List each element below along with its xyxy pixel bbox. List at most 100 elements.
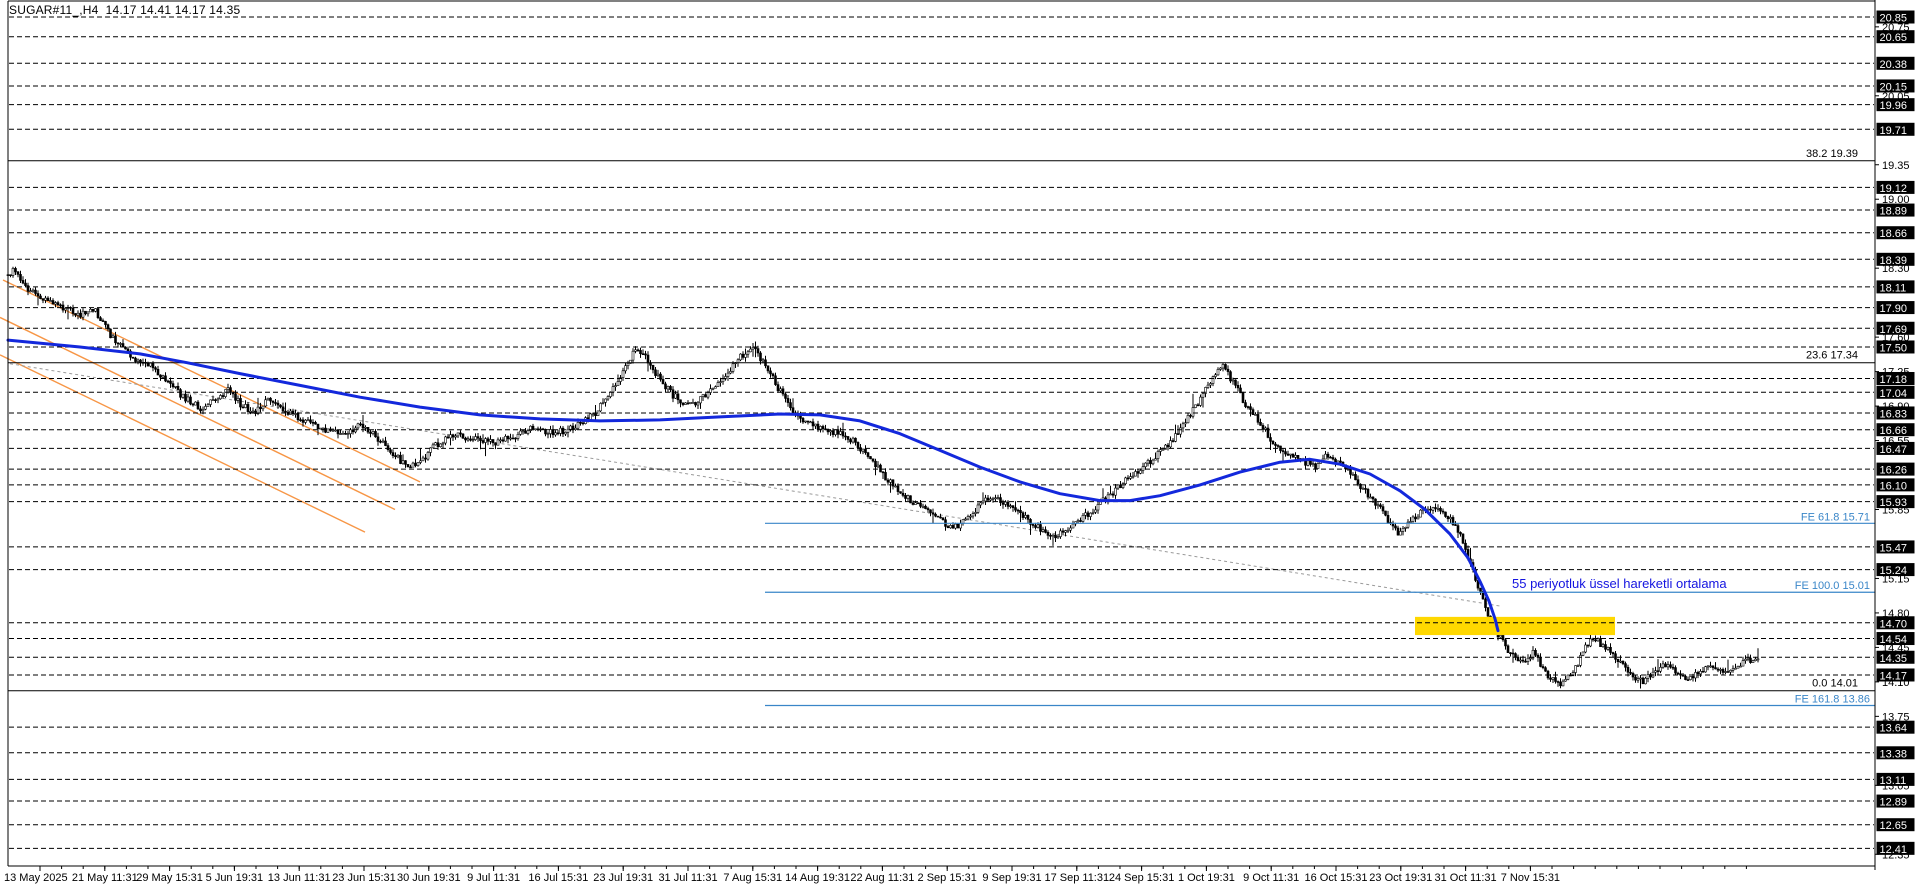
candle-up xyxy=(566,428,570,433)
candle-up xyxy=(1159,449,1162,452)
time-axis-label: 9 Jul 11:31 xyxy=(467,872,520,884)
candle-down xyxy=(1714,667,1717,670)
candle-up xyxy=(111,335,115,338)
candle-up xyxy=(441,442,445,445)
candle-up xyxy=(629,359,632,364)
candle-up xyxy=(444,436,447,444)
orange-trendline[interactable] xyxy=(0,354,366,533)
candle-up xyxy=(1704,666,1707,673)
candle-up xyxy=(1666,664,1670,668)
candle-down xyxy=(1511,652,1515,655)
candle-down xyxy=(74,313,77,316)
level-price-axis-badge-text: 15.47 xyxy=(1880,542,1908,554)
candle-up xyxy=(1584,644,1587,653)
time-axis-label: 13 Jun 11:31 xyxy=(268,872,331,884)
candle-up xyxy=(1089,512,1092,517)
candle-down xyxy=(929,509,932,513)
fib-expansion-label: FE 61.8 15.71 xyxy=(1801,511,1870,523)
candle-down xyxy=(1014,507,1017,511)
candle-down xyxy=(359,423,362,426)
candle-up xyxy=(454,435,457,438)
candle-down xyxy=(1366,488,1370,498)
candle-down xyxy=(276,402,280,406)
candle-up xyxy=(554,432,557,436)
candle-down xyxy=(361,423,365,429)
candle-up xyxy=(574,427,577,431)
candle-up xyxy=(589,413,592,420)
candle-up xyxy=(1081,514,1085,522)
candle-down xyxy=(659,373,662,380)
candle-down xyxy=(1634,676,1637,681)
candle-down xyxy=(1011,505,1015,509)
candle-down xyxy=(506,435,510,440)
level-price-axis-badge xyxy=(1876,632,1915,646)
candle-up xyxy=(684,402,687,405)
ema-annotation-text[interactable]: 55 periyotluk üssel hareketli ortalama xyxy=(1512,576,1727,591)
candle-up xyxy=(411,462,415,468)
candle-down xyxy=(1016,509,1020,512)
candle-down xyxy=(654,369,657,376)
candle-up xyxy=(716,382,720,387)
candle-down xyxy=(1429,508,1432,511)
candle-up xyxy=(1201,393,1205,398)
candle-down xyxy=(424,457,427,460)
candle-up xyxy=(1156,451,1160,459)
candle-down xyxy=(1484,598,1487,608)
candle-up xyxy=(914,502,917,505)
candle-down xyxy=(826,428,830,433)
level-price-axis-badge-text: 16.66 xyxy=(1880,425,1908,437)
level-price-axis-badge xyxy=(1876,56,1915,70)
candle-up xyxy=(591,413,595,416)
candle-up xyxy=(599,403,602,412)
candle-up xyxy=(721,378,725,382)
candle-down xyxy=(281,406,285,412)
candle-up xyxy=(1654,670,1657,673)
candle-down xyxy=(1021,512,1025,518)
candle-down xyxy=(24,282,27,286)
candle-down xyxy=(1029,519,1032,525)
candle-down xyxy=(189,396,192,405)
candle-up xyxy=(729,371,732,374)
candle-up xyxy=(1064,530,1067,533)
candle-up xyxy=(1719,669,1722,671)
candle-down xyxy=(926,508,930,511)
candle-down xyxy=(936,515,940,518)
candle-down xyxy=(806,420,810,423)
price-axis-tick-label: 15.15 xyxy=(1882,573,1910,585)
candle-down xyxy=(1641,677,1645,685)
candle-up xyxy=(211,399,215,402)
level-price-axis-badge xyxy=(1876,616,1915,630)
time-axis-label: 9 Sep 19:31 xyxy=(982,872,1041,884)
candle-down xyxy=(1539,657,1542,667)
level-price-axis-badge xyxy=(1876,746,1915,760)
candle-up xyxy=(1311,463,1315,466)
candle-up xyxy=(614,385,617,388)
time-axis-label: 31 Oct 11:31 xyxy=(1435,872,1497,884)
candle-up xyxy=(719,381,722,383)
candle-down xyxy=(679,399,682,404)
candle-down xyxy=(1451,517,1455,525)
fib-retracement-label: 0.0 14.01 xyxy=(1812,678,1858,690)
candle-down xyxy=(874,460,877,468)
candle-up xyxy=(804,420,807,423)
candle-down xyxy=(501,439,505,442)
candle-up xyxy=(1129,476,1132,479)
candle-down xyxy=(41,298,45,301)
level-price-axis-badge xyxy=(1876,371,1915,385)
highlight-zone-rectangle[interactable] xyxy=(1415,616,1615,636)
level-price-axis-badge xyxy=(1876,203,1915,217)
price-axis[interactable]: 20.7520.0519.3519.0018.3017.6017.2516.90… xyxy=(1875,10,1915,862)
candle-up xyxy=(834,429,837,435)
candle-down xyxy=(104,321,107,325)
candle-up xyxy=(431,444,435,449)
candle-up xyxy=(496,439,500,446)
candle-down xyxy=(649,362,652,366)
candle-down xyxy=(156,368,160,376)
candle-down xyxy=(1224,364,1227,370)
candle-down xyxy=(414,462,417,466)
candle-up xyxy=(1581,651,1585,656)
candle-down xyxy=(1269,437,1272,442)
